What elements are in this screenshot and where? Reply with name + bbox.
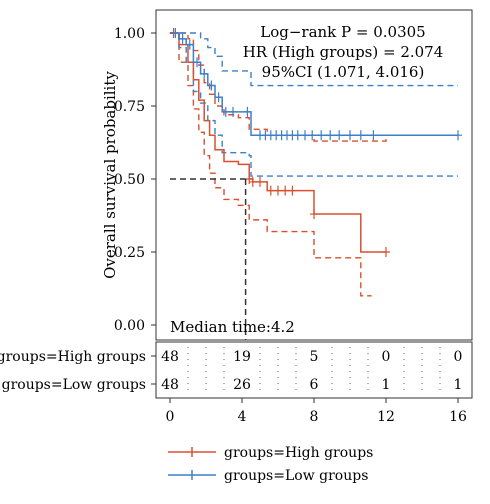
y-axis: 0.00 0.25 0.50 0.75 1.00 [114, 26, 156, 334]
censor-mark-low-20 [317, 130, 326, 141]
censor-mark-high-8 [310, 209, 318, 220]
censor-mark-high-7 [288, 185, 297, 196]
risk-count-low-1: 26 [233, 377, 251, 393]
risk-table: groups=High groups 48 19 5 0 0 groups=Low grou… [0, 349, 462, 393]
censor-mark-low-26 [454, 130, 462, 141]
hazard-ratio-annotation: HR (High groups) = 2.074 [243, 43, 444, 61]
risk-count-low-2: 6 [310, 377, 319, 393]
risk-count-high-3: 0 [382, 349, 391, 365]
confidence-bands [170, 32, 458, 297]
x-tick-label-2: 8 [310, 409, 319, 425]
median-lines [170, 178, 247, 340]
ci-upper-high [170, 32, 387, 142]
censor-marks [169, 28, 462, 257]
censor-mark-low-25 [369, 130, 378, 141]
risk-count-low-0: 48 [161, 377, 179, 393]
y-tick-label-0: 0.00 [114, 318, 145, 334]
y-tick-label-2: 0.50 [114, 172, 145, 188]
censor-mark-high-4 [266, 185, 275, 196]
median-time-annotation: Median time:4.2 [170, 318, 295, 336]
risk-count-high-0: 48 [161, 349, 179, 365]
censor-mark-low-4 [200, 68, 209, 79]
y-tick-label-1: 0.25 [114, 245, 145, 261]
ci-lower-high [170, 32, 372, 297]
censor-mark-high-6 [281, 185, 290, 196]
x-tick-label-1: 4 [238, 409, 247, 425]
x-axis: 0 4 8 12 16 [166, 398, 467, 425]
censor-mark-low-8 [229, 106, 237, 117]
censor-mark-high-2 [248, 176, 257, 187]
censor-mark-low-5 [207, 80, 216, 91]
censor-mark-low-24 [356, 130, 365, 141]
censor-mark-high-5 [274, 185, 282, 196]
y-tick-label-4: 1.00 [114, 26, 145, 42]
censor-mark-low-1 [178, 33, 187, 44]
plot-frame [155, 9, 473, 341]
legend-label-low: groups=Low groups [224, 468, 368, 484]
risk-count-high-4: 0 [454, 349, 463, 365]
censor-mark-low-2 [185, 39, 194, 50]
risk-count-high-2: 5 [310, 349, 319, 365]
legend-label-high: groups=High groups [224, 445, 373, 461]
censor-mark-low-0 [171, 28, 180, 38]
censor-mark-low-23 [346, 130, 354, 141]
x-tick-label-4: 16 [449, 409, 467, 425]
censor-mark-low-18 [301, 130, 309, 141]
censor-mark-low-17 [293, 130, 302, 141]
x-tick-label-0: 0 [166, 409, 175, 425]
risk-count-low-4: 1 [454, 377, 463, 393]
censor-mark-high-9 [382, 247, 390, 257]
ci-upper-low [170, 32, 458, 87]
x-tick-label-3: 12 [377, 409, 395, 425]
censor-mark-low-19 [308, 130, 317, 141]
confidence-interval-annotation: 95%CI (1.071, 4.016) [262, 63, 425, 81]
censor-mark-low-3 [193, 57, 201, 68]
legend-swatch-low [168, 470, 216, 480]
legend-swatch-high [168, 447, 216, 457]
y-tick-label-3: 0.75 [114, 99, 145, 115]
risk-count-low-3: 1 [382, 377, 391, 393]
risk-count-high-1: 19 [233, 349, 251, 365]
y-axis-label: Overall survival probability [101, 71, 119, 279]
risk-row-label-low: groups=Low groups [2, 377, 146, 393]
censor-mark-low-9 [243, 106, 252, 117]
ci-lower-low [170, 32, 458, 177]
legend: groups=High groups groups=Low groups [168, 445, 373, 484]
risk-row-label-high: groups=High groups [0, 349, 146, 365]
censor-mark-high-3 [256, 176, 264, 187]
censor-mark-low-21 [326, 130, 335, 141]
censor-mark-low-7 [221, 106, 230, 117]
pvalue-annotation: Log−rank P = 0.0305 [260, 23, 425, 41]
censor-mark-low-6 [214, 92, 223, 103]
censor-mark-low-22 [335, 130, 344, 141]
